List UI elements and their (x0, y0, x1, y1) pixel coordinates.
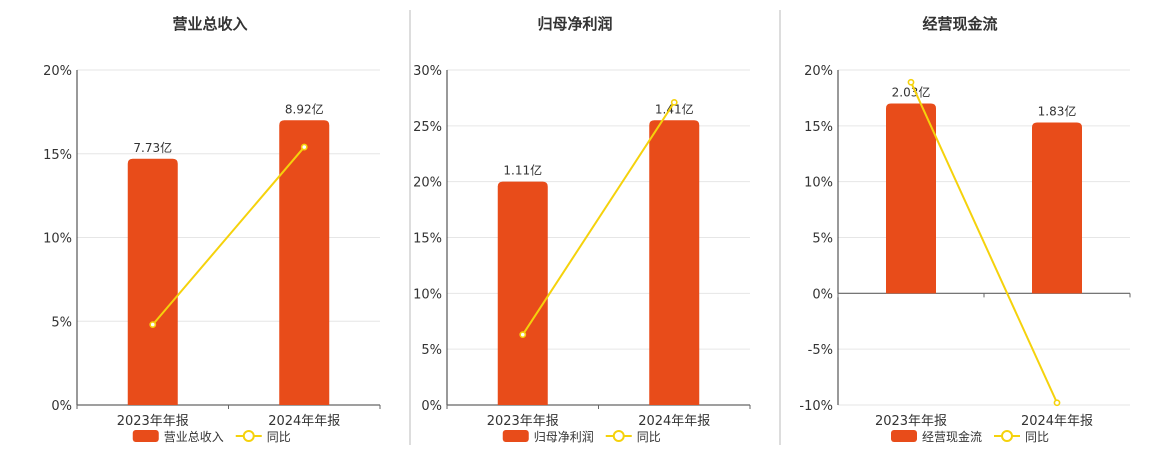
y-tick-label: 5% (421, 343, 442, 358)
y-tick-label: 10% (413, 287, 442, 302)
line-point (1053, 399, 1061, 407)
y-tick-label: -10% (799, 399, 833, 414)
y-tick-label: 20% (413, 176, 442, 191)
x-tick-label: 2024年年报 (1021, 414, 1093, 429)
y-tick-label: 15% (43, 148, 72, 163)
line-point (300, 143, 308, 151)
y-tick-label: 30% (413, 64, 442, 79)
y-tick-label: 5% (812, 232, 833, 247)
legend-label: 归母净利润 (534, 430, 594, 444)
bar-value-label: 2.03亿 (892, 85, 931, 100)
y-tick-label: 0% (421, 399, 442, 414)
legend-swatch-bar (132, 430, 159, 442)
bar (1032, 122, 1082, 294)
y-tick-label: 20% (43, 64, 72, 79)
y-tick-label: 15% (413, 232, 442, 247)
bar (127, 158, 178, 405)
line-point (670, 98, 678, 106)
legend-swatch-bar (502, 430, 529, 442)
legend-label: 营业总收入 (164, 430, 224, 444)
bar (649, 120, 700, 405)
y-tick-label: 10% (43, 232, 72, 247)
x-tick-label: 2023年年报 (875, 414, 947, 429)
legend-swatch-marker (1001, 430, 1013, 442)
y-tick-label: -5% (808, 343, 833, 358)
line-point (907, 78, 915, 86)
x-tick-label: 2023年年报 (117, 414, 189, 429)
legend-swatch-bar (891, 430, 917, 442)
bar-value-label: 7.73亿 (133, 140, 172, 155)
y-tick-label: 10% (804, 176, 833, 191)
y-tick-label: 20% (804, 64, 833, 79)
y-tick-label: 15% (804, 120, 833, 135)
legend-label: 同比 (637, 430, 661, 444)
bar-value-label: 1.41亿 (655, 101, 694, 116)
legend-label: 经营现金流 (922, 429, 982, 444)
bar (886, 103, 936, 294)
chart-title: 归母净利润 (537, 15, 612, 33)
y-tick-label: 5% (51, 315, 72, 330)
bar-value-label: 1.11亿 (503, 163, 542, 178)
legend-label: 同比 (267, 430, 291, 444)
line-point (149, 321, 157, 328)
y-tick-label: 25% (413, 120, 442, 135)
line-point (519, 331, 527, 339)
y-tick-label: 0% (51, 399, 72, 414)
bar-value-label: 8.92亿 (285, 101, 324, 116)
legend-swatch-marker (612, 430, 625, 442)
x-tick-label: 2024年年报 (268, 414, 340, 429)
series-line (151, 146, 306, 326)
chart-title: 经营现金流 (922, 15, 997, 33)
series-line (521, 101, 676, 336)
x-tick-label: 2023年年报 (487, 414, 559, 429)
x-tick-label: 2024年年报 (638, 414, 710, 429)
legend-swatch-marker (242, 430, 255, 442)
legend-label: 同比 (1025, 430, 1049, 444)
y-tick-label: 0% (812, 287, 833, 302)
series-line (910, 81, 1058, 404)
bar-value-label: 1.83亿 (1038, 103, 1077, 118)
bar (279, 120, 330, 405)
bar (497, 181, 548, 405)
chart-title: 营业总收入 (172, 15, 247, 33)
